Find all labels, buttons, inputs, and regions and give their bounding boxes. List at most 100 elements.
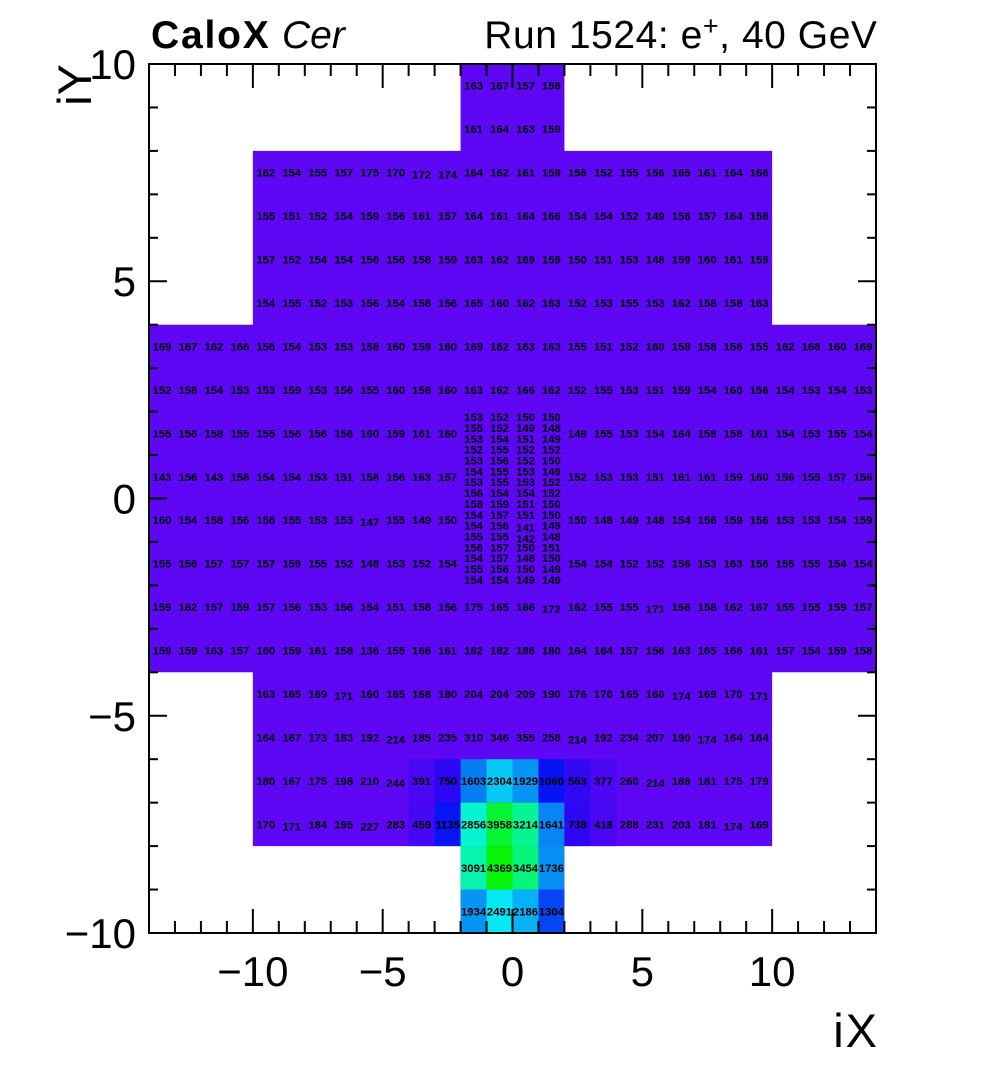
svg-text:153: 153 <box>776 515 795 527</box>
svg-text:750: 750 <box>438 776 457 788</box>
svg-text:159: 159 <box>542 168 561 180</box>
svg-text:162: 162 <box>204 341 223 353</box>
svg-text:152: 152 <box>646 559 665 571</box>
svg-text:166: 166 <box>542 211 561 223</box>
svg-text:1135: 1135 <box>435 819 460 831</box>
svg-text:163: 163 <box>542 341 561 353</box>
svg-text:159: 159 <box>542 124 561 136</box>
svg-text:151: 151 <box>646 472 665 484</box>
svg-text:166: 166 <box>412 646 431 658</box>
svg-text:155: 155 <box>594 428 613 440</box>
svg-text:166: 166 <box>750 168 769 180</box>
svg-text:158: 158 <box>204 515 223 527</box>
svg-text:153: 153 <box>464 477 483 489</box>
svg-text:156: 156 <box>464 488 483 500</box>
svg-text:148: 148 <box>542 532 561 544</box>
svg-text:iX: iX <box>833 1004 879 1057</box>
svg-text:164: 164 <box>724 211 744 223</box>
svg-text:156: 156 <box>178 559 197 571</box>
svg-text:162: 162 <box>256 168 275 180</box>
svg-text:175: 175 <box>724 776 743 788</box>
svg-text:158: 158 <box>360 472 379 484</box>
svg-text:155: 155 <box>490 477 509 489</box>
svg-text:165: 165 <box>282 689 301 701</box>
svg-text:170: 170 <box>256 819 275 831</box>
svg-text:154: 154 <box>464 521 484 533</box>
svg-text:154: 154 <box>282 341 302 353</box>
svg-text:156: 156 <box>672 602 691 614</box>
svg-text:159: 159 <box>750 255 769 267</box>
svg-text:155: 155 <box>776 602 795 614</box>
svg-text:156: 156 <box>464 542 483 554</box>
svg-text:156: 156 <box>230 515 249 527</box>
svg-text:161: 161 <box>698 472 717 484</box>
svg-text:195: 195 <box>334 819 353 831</box>
svg-text:163: 163 <box>724 559 743 571</box>
svg-text:155: 155 <box>594 602 613 614</box>
svg-text:161: 161 <box>412 211 431 223</box>
svg-text:288: 288 <box>620 819 639 831</box>
svg-text:156: 156 <box>490 521 509 533</box>
svg-text:148: 148 <box>516 553 535 565</box>
svg-text:149: 149 <box>568 428 587 440</box>
svg-text:159: 159 <box>178 646 197 658</box>
svg-text:154: 154 <box>464 510 484 522</box>
svg-text:160: 160 <box>828 341 847 353</box>
svg-text:160: 160 <box>438 385 457 397</box>
svg-text:182: 182 <box>464 646 483 658</box>
svg-text:158: 158 <box>204 428 223 440</box>
svg-text:162: 162 <box>490 168 509 180</box>
svg-text:190: 190 <box>542 689 561 701</box>
svg-text:154: 154 <box>854 559 874 571</box>
svg-text:159: 159 <box>542 255 561 267</box>
svg-text:163: 163 <box>516 124 535 136</box>
svg-text:154: 154 <box>776 385 796 397</box>
svg-text:2186: 2186 <box>513 906 538 918</box>
svg-text:154: 154 <box>360 602 380 614</box>
svg-text:2856: 2856 <box>461 819 486 831</box>
svg-text:156: 156 <box>750 559 769 571</box>
svg-text:175: 175 <box>308 776 327 788</box>
svg-text:214: 214 <box>386 735 406 747</box>
svg-text:158: 158 <box>724 298 743 310</box>
svg-text:155: 155 <box>594 385 613 397</box>
svg-text:160: 160 <box>438 428 457 440</box>
svg-text:167: 167 <box>282 776 301 788</box>
svg-text:159: 159 <box>360 211 379 223</box>
svg-text:149: 149 <box>542 466 561 478</box>
svg-text:258: 258 <box>542 733 561 745</box>
svg-text:164: 164 <box>672 428 692 440</box>
svg-text:173: 173 <box>308 733 327 745</box>
svg-text:152: 152 <box>464 445 483 457</box>
svg-text:154: 154 <box>464 575 484 587</box>
svg-text:169: 169 <box>750 819 769 831</box>
svg-text:168: 168 <box>412 689 431 701</box>
svg-text:161: 161 <box>438 646 457 658</box>
svg-text:355: 355 <box>516 733 535 745</box>
svg-text:158: 158 <box>360 341 379 353</box>
svg-text:10: 10 <box>89 41 136 88</box>
svg-text:192: 192 <box>594 733 613 745</box>
svg-text:152: 152 <box>516 445 535 457</box>
svg-text:180: 180 <box>438 689 457 701</box>
svg-text:175: 175 <box>464 602 483 614</box>
svg-text:156: 156 <box>750 385 769 397</box>
svg-text:157: 157 <box>204 559 223 571</box>
svg-text:151: 151 <box>282 211 301 223</box>
svg-text:154: 154 <box>594 211 614 223</box>
svg-text:161: 161 <box>490 211 509 223</box>
svg-text:174: 174 <box>438 170 458 182</box>
svg-text:151: 151 <box>594 255 613 267</box>
svg-text:156: 156 <box>698 515 717 527</box>
svg-text:158: 158 <box>698 428 717 440</box>
svg-text:167: 167 <box>178 341 197 353</box>
svg-text:157: 157 <box>256 602 275 614</box>
svg-text:153: 153 <box>308 341 327 353</box>
svg-text:169: 169 <box>308 689 327 701</box>
svg-text:154: 154 <box>204 385 224 397</box>
svg-text:155: 155 <box>153 559 172 571</box>
svg-text:156: 156 <box>568 168 587 180</box>
svg-text:181: 181 <box>698 776 717 788</box>
svg-text:136: 136 <box>360 646 379 658</box>
svg-text:154: 154 <box>594 559 614 571</box>
